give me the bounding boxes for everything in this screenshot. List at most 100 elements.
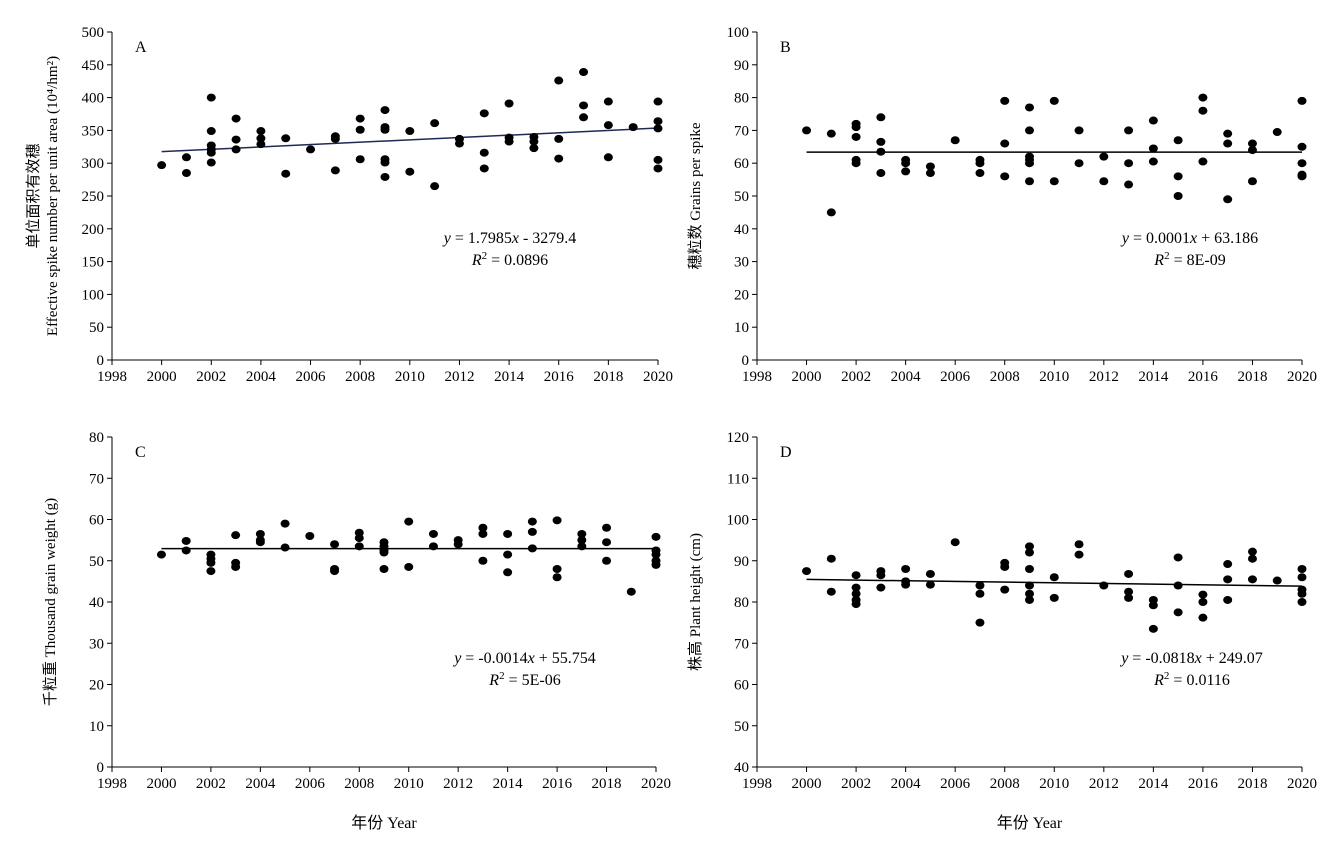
y-tick-label: 50 [734, 719, 749, 735]
x-tick-label: 2016 [1188, 776, 1219, 792]
data-point [1025, 159, 1034, 167]
y-tick-label: 250 [82, 189, 105, 205]
data-point [1198, 591, 1207, 599]
x-tick-label: 2002 [841, 369, 871, 385]
data-point [404, 563, 413, 571]
x-axis-label: 年份 Year [351, 814, 417, 832]
r-squared: R2 = 5E-06 [488, 670, 560, 689]
data-point [1075, 540, 1084, 548]
y-tick-label: 80 [734, 595, 749, 611]
data-point [1000, 140, 1009, 148]
y-tick-label: 20 [89, 678, 104, 694]
x-tick-label: 2020 [1287, 369, 1317, 385]
data-point [1174, 553, 1183, 561]
data-point [1298, 598, 1307, 606]
data-point [901, 581, 910, 589]
data-point [901, 565, 910, 573]
data-point [975, 159, 984, 167]
x-tick-label: 2002 [196, 369, 226, 385]
data-point [901, 159, 910, 167]
data-point [802, 126, 811, 134]
data-point [356, 155, 365, 163]
y-tick-label: 10 [89, 719, 104, 735]
data-point [1223, 596, 1232, 604]
data-point [1050, 594, 1059, 602]
y-tick-label: 400 [82, 91, 105, 107]
data-point [1025, 103, 1034, 111]
data-point [356, 115, 365, 123]
y-tick-label: 40 [734, 760, 749, 776]
data-point [1149, 601, 1158, 609]
data-point [480, 109, 489, 117]
data-point [157, 161, 166, 169]
data-point [182, 537, 191, 545]
data-point [232, 115, 241, 123]
x-tick-label: 2016 [544, 369, 575, 385]
data-point [355, 542, 364, 550]
x-tick-label: 2004 [891, 776, 922, 792]
x-axis-label: 年份 Year [997, 814, 1063, 832]
y-axis-label: 穗粒数 Grains per spike [687, 122, 704, 269]
data-point [951, 136, 960, 144]
data-point [1248, 177, 1257, 185]
data-point [1075, 159, 1084, 167]
x-tick-label: 2020 [641, 776, 671, 792]
data-point [652, 533, 661, 541]
data-point [901, 167, 910, 175]
regression-equation: y = 1.7985x - 3279.4 [442, 230, 577, 247]
panel-label: C [135, 444, 146, 461]
data-point [528, 518, 537, 526]
y-tick-label: 100 [82, 287, 105, 303]
data-point [926, 570, 935, 578]
y-tick-label: 120 [727, 430, 750, 446]
data-point [1223, 140, 1232, 148]
data-point [356, 126, 365, 134]
data-point [281, 134, 290, 142]
x-tick-label: 2006 [940, 369, 971, 385]
x-tick-label: 2004 [891, 369, 922, 385]
data-point [975, 619, 984, 627]
data-point [182, 169, 191, 177]
data-point [604, 153, 613, 161]
data-point [852, 600, 861, 608]
data-point [529, 144, 538, 152]
data-point [528, 544, 537, 552]
data-point [207, 94, 216, 102]
data-point [281, 544, 290, 552]
data-point [1000, 586, 1009, 594]
data-point [330, 540, 339, 548]
data-point [182, 153, 191, 161]
data-point [505, 138, 514, 146]
data-point [1298, 159, 1307, 167]
data-point [876, 584, 885, 592]
x-tick-label: 1998 [742, 776, 772, 792]
data-point [554, 135, 563, 143]
data-point [629, 123, 638, 131]
data-point [975, 169, 984, 177]
data-point [454, 540, 463, 548]
data-point [876, 113, 885, 121]
panel-label: D [780, 444, 792, 461]
data-point [503, 568, 512, 576]
data-point [381, 159, 390, 167]
x-tick-label: 2008 [345, 369, 375, 385]
data-point [1298, 590, 1307, 598]
x-tick-label: 2012 [444, 369, 474, 385]
data-point [380, 549, 389, 557]
y-tick-label: 300 [82, 156, 105, 172]
x-tick-label: 2020 [1287, 776, 1317, 792]
data-point [1198, 598, 1207, 606]
data-point [306, 145, 315, 153]
data-point [1298, 565, 1307, 573]
y-tick-label: 70 [734, 636, 749, 652]
data-point [1124, 181, 1133, 189]
x-tick-label: 2000 [147, 369, 177, 385]
x-tick-label: 2002 [841, 776, 871, 792]
data-point [553, 565, 562, 573]
y-tick-label: 40 [734, 222, 749, 238]
y-tick-label: 0 [97, 353, 105, 369]
data-point [256, 140, 265, 148]
data-point [1174, 608, 1183, 616]
